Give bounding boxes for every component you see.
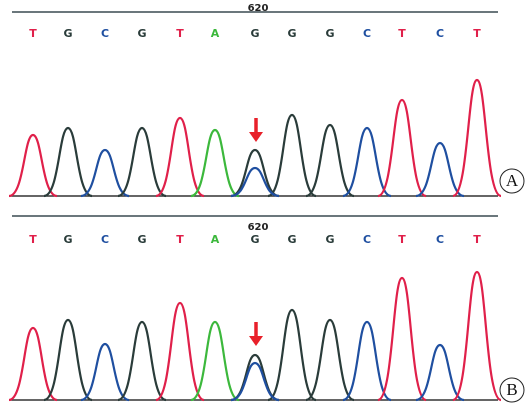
trace-peak [268, 310, 316, 400]
panel-label: B [506, 380, 517, 399]
trace-peak [378, 278, 426, 400]
secondary-peak [231, 168, 279, 196]
base-call: G [137, 27, 146, 40]
position-label: 620 [248, 222, 269, 233]
base-call: C [363, 233, 371, 246]
trace-peak [231, 150, 279, 196]
trace-peak [453, 80, 501, 196]
base-call: T [176, 27, 184, 40]
trace-peak [81, 150, 129, 196]
chromatogram-figure: 620 T G C G T A G G G C T C T A 620 T G C G T A G G G C T C T B [0, 0, 529, 408]
base-call: T [29, 233, 37, 246]
base-call: A [211, 27, 220, 40]
base-call: G [325, 233, 334, 246]
trace-peak [306, 320, 354, 400]
trace-peak [81, 344, 129, 400]
base-call: T [473, 233, 481, 246]
trace-peak [416, 143, 464, 196]
base-call: G [137, 233, 146, 246]
base-call: G [63, 233, 72, 246]
trace-peak [9, 328, 57, 400]
trace-peak [156, 303, 204, 400]
trace-peak [343, 128, 391, 196]
trace-peak [378, 100, 426, 196]
trace-peak [156, 118, 204, 196]
trace-peak [343, 322, 391, 400]
base-call: G [287, 233, 296, 246]
base-call: G [63, 27, 72, 40]
trace-peak [9, 135, 57, 196]
trace-peak [416, 345, 464, 400]
base-call: G [287, 27, 296, 40]
arrow-head [249, 132, 263, 142]
position-label: 620 [248, 3, 269, 14]
base-call: C [436, 233, 444, 246]
trace-peak [191, 322, 239, 400]
trace-peak [118, 322, 166, 400]
panel-label: A [506, 171, 519, 190]
trace-peak [453, 272, 501, 400]
trace-peak [268, 115, 316, 196]
base-call: C [101, 233, 109, 246]
base-call: T [398, 233, 406, 246]
base-call: T [176, 233, 184, 246]
base-call: T [29, 27, 37, 40]
base-call: G [250, 233, 259, 246]
base-call: C [363, 27, 371, 40]
base-call: T [398, 27, 406, 40]
trace-peak [118, 128, 166, 196]
base-call: A [211, 233, 220, 246]
trace-peak [306, 125, 354, 196]
trace-peak [231, 355, 279, 400]
trace-peak [44, 128, 92, 196]
trace-peak [44, 320, 92, 400]
base-call: C [436, 27, 444, 40]
base-call: G [325, 27, 334, 40]
arrow-head [249, 336, 263, 346]
trace-peak [191, 130, 239, 196]
base-call: C [101, 27, 109, 40]
base-call: G [250, 27, 259, 40]
base-call: T [473, 27, 481, 40]
